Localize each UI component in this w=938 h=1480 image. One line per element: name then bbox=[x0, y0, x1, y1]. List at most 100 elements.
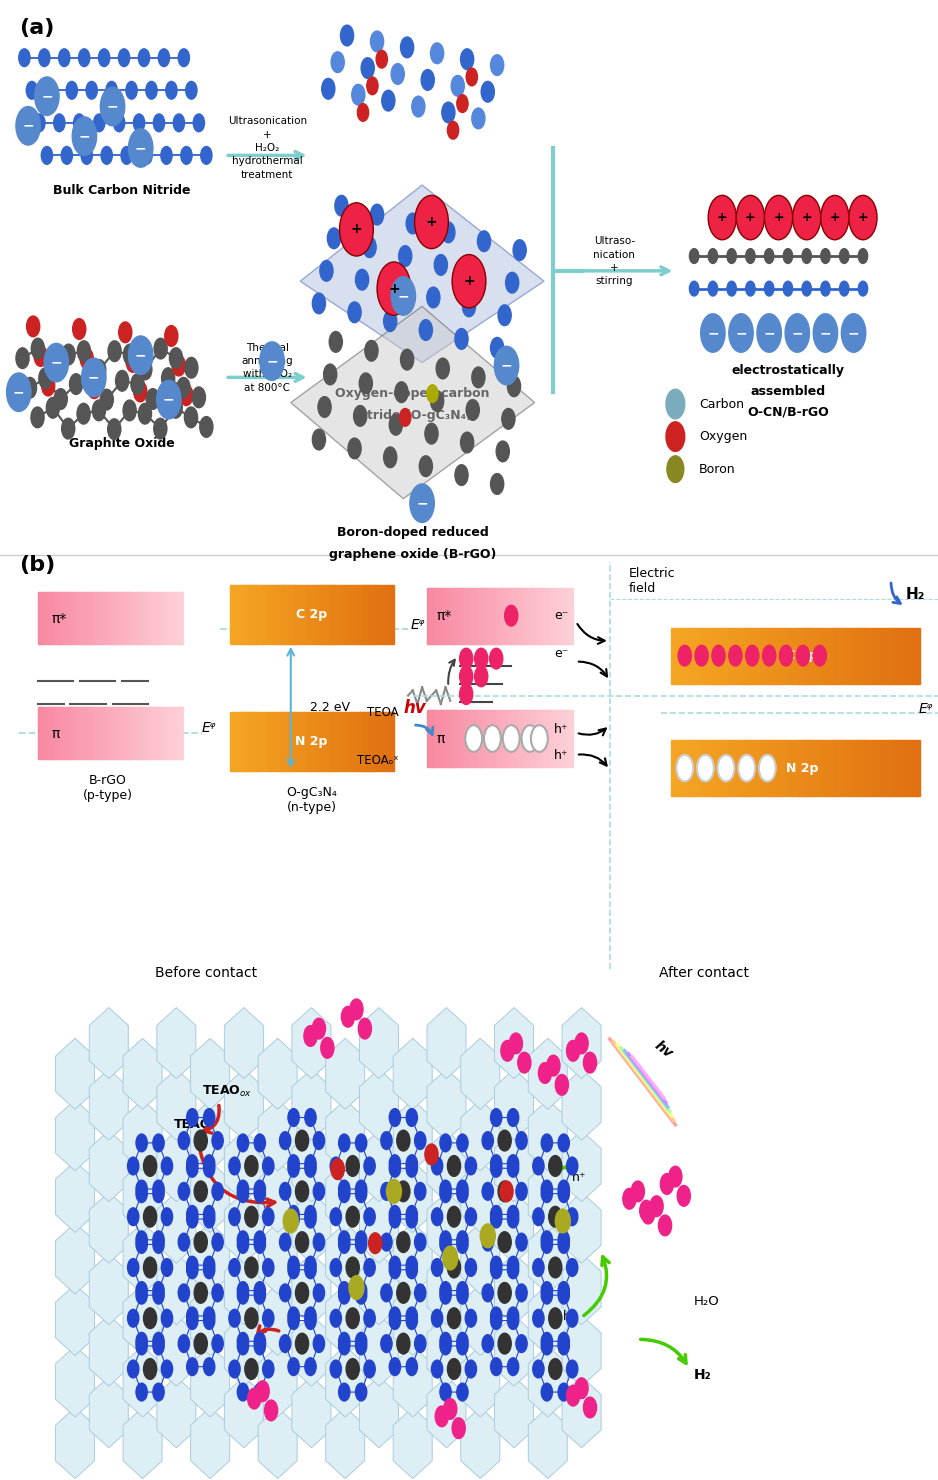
Bar bbox=[115, 592, 118, 644]
Bar bbox=[78, 707, 80, 759]
Bar bbox=[318, 712, 321, 771]
Bar bbox=[86, 592, 89, 644]
Bar bbox=[561, 710, 564, 767]
Bar bbox=[110, 592, 113, 644]
Bar bbox=[900, 740, 904, 796]
Bar bbox=[537, 710, 540, 767]
Circle shape bbox=[254, 1286, 265, 1304]
Circle shape bbox=[339, 1282, 350, 1299]
Circle shape bbox=[531, 725, 548, 752]
Circle shape bbox=[658, 1215, 672, 1236]
Bar bbox=[357, 585, 359, 644]
Bar bbox=[175, 592, 178, 644]
Circle shape bbox=[173, 355, 186, 376]
Text: treatment: treatment bbox=[241, 170, 294, 179]
Circle shape bbox=[313, 1233, 325, 1251]
Text: −: − bbox=[23, 118, 34, 133]
Circle shape bbox=[406, 1311, 417, 1329]
Circle shape bbox=[178, 1132, 189, 1150]
Circle shape bbox=[381, 1132, 392, 1150]
Bar bbox=[839, 740, 842, 796]
Circle shape bbox=[204, 1159, 215, 1177]
Circle shape bbox=[128, 1258, 139, 1276]
Circle shape bbox=[840, 249, 849, 263]
Bar bbox=[67, 707, 68, 759]
Circle shape bbox=[729, 314, 753, 352]
Bar bbox=[373, 712, 376, 771]
Circle shape bbox=[330, 1258, 341, 1276]
Text: −: − bbox=[764, 326, 775, 340]
Circle shape bbox=[348, 302, 361, 323]
Circle shape bbox=[406, 1357, 417, 1375]
Bar bbox=[96, 707, 98, 759]
Circle shape bbox=[389, 1159, 401, 1177]
Circle shape bbox=[288, 1311, 299, 1329]
Bar bbox=[158, 707, 159, 759]
Bar bbox=[556, 710, 558, 767]
Polygon shape bbox=[562, 1193, 601, 1264]
Circle shape bbox=[858, 281, 868, 296]
Bar bbox=[297, 712, 300, 771]
Bar bbox=[916, 740, 919, 796]
Polygon shape bbox=[427, 1069, 466, 1140]
Text: −: − bbox=[501, 358, 512, 373]
Circle shape bbox=[389, 1109, 401, 1126]
Bar bbox=[51, 707, 53, 759]
Circle shape bbox=[440, 1236, 451, 1254]
Bar bbox=[41, 592, 43, 644]
Circle shape bbox=[431, 43, 444, 64]
Text: C 2p: C 2p bbox=[295, 608, 327, 620]
Bar bbox=[344, 585, 347, 644]
Circle shape bbox=[144, 1156, 157, 1177]
Bar bbox=[380, 712, 382, 771]
Bar bbox=[256, 585, 259, 644]
Circle shape bbox=[161, 1258, 173, 1276]
Text: N 2p: N 2p bbox=[295, 736, 327, 747]
Bar bbox=[101, 592, 103, 644]
Bar bbox=[530, 710, 533, 767]
Bar bbox=[499, 710, 502, 767]
Circle shape bbox=[491, 1109, 502, 1126]
Circle shape bbox=[123, 400, 136, 420]
Circle shape bbox=[452, 255, 486, 308]
Bar bbox=[119, 707, 122, 759]
Polygon shape bbox=[55, 1039, 95, 1110]
Bar bbox=[295, 712, 298, 771]
Circle shape bbox=[46, 398, 59, 419]
Bar bbox=[851, 740, 855, 796]
Circle shape bbox=[397, 1283, 410, 1304]
Bar bbox=[328, 712, 331, 771]
Polygon shape bbox=[157, 1069, 196, 1140]
Bar bbox=[232, 585, 234, 644]
Circle shape bbox=[567, 1258, 578, 1276]
Polygon shape bbox=[528, 1285, 567, 1356]
Circle shape bbox=[187, 1211, 198, 1228]
Circle shape bbox=[712, 645, 725, 666]
Polygon shape bbox=[427, 1008, 466, 1079]
Text: Bulk Carbon Nitride: Bulk Carbon Nitride bbox=[53, 184, 190, 197]
Circle shape bbox=[263, 1360, 274, 1378]
Circle shape bbox=[254, 1134, 265, 1151]
Circle shape bbox=[746, 645, 759, 666]
Circle shape bbox=[440, 1332, 451, 1350]
Bar bbox=[749, 740, 752, 796]
Bar bbox=[810, 740, 814, 796]
Circle shape bbox=[371, 31, 384, 52]
Circle shape bbox=[480, 1224, 495, 1248]
Bar bbox=[680, 740, 684, 796]
Bar bbox=[512, 588, 514, 644]
Bar bbox=[121, 707, 124, 759]
Text: π: π bbox=[436, 731, 445, 746]
Circle shape bbox=[516, 1183, 527, 1200]
Circle shape bbox=[567, 1360, 578, 1378]
Circle shape bbox=[106, 81, 117, 99]
Bar bbox=[474, 710, 477, 767]
Circle shape bbox=[507, 1154, 519, 1172]
Bar bbox=[427, 710, 429, 767]
Bar bbox=[234, 585, 236, 644]
Bar bbox=[496, 710, 498, 767]
Circle shape bbox=[440, 1286, 451, 1304]
Bar bbox=[310, 712, 312, 771]
Circle shape bbox=[697, 755, 714, 781]
Circle shape bbox=[667, 456, 684, 482]
